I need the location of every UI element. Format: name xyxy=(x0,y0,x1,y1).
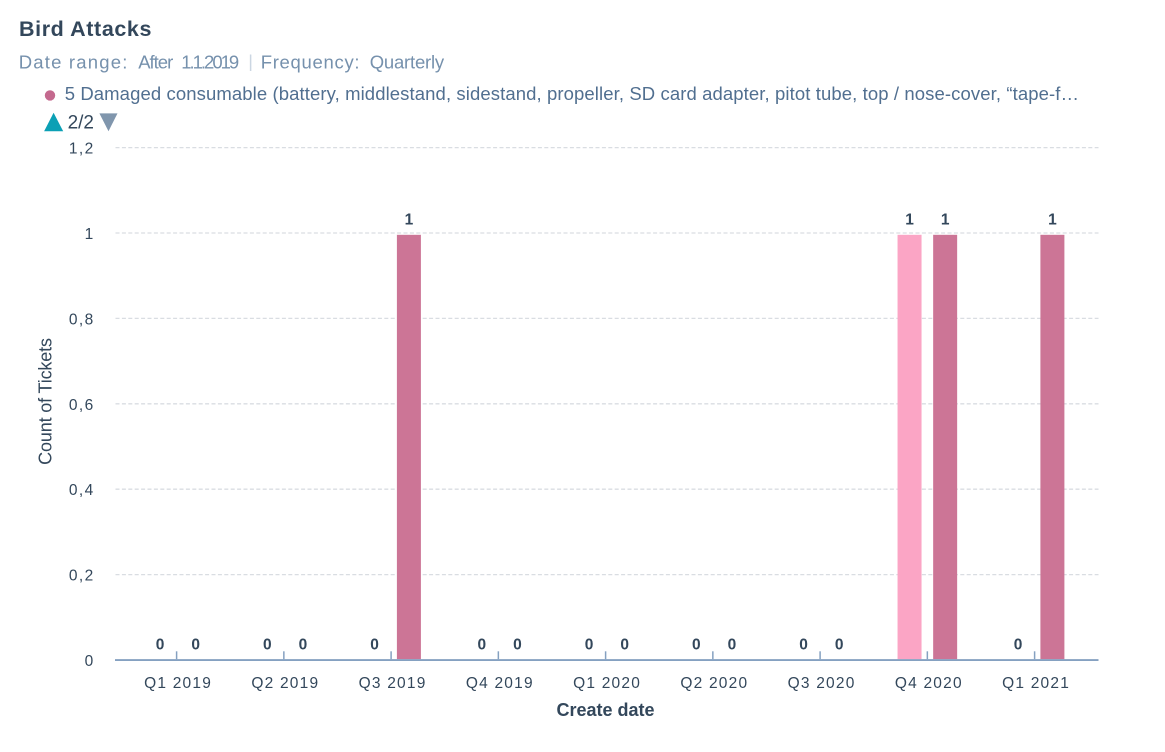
svg-text:0,8: 0,8 xyxy=(69,311,95,328)
svg-text:0,2: 0,2 xyxy=(69,568,95,585)
svg-text:1: 1 xyxy=(405,212,414,229)
svg-text:Date range:: Date range: xyxy=(19,52,129,73)
svg-text:Q1 2019: Q1 2019 xyxy=(144,675,212,692)
svg-text:0: 0 xyxy=(585,637,594,654)
svg-text:0: 0 xyxy=(835,637,844,654)
svg-text:Count of Tickets: Count of Tickets xyxy=(36,338,56,465)
svg-text:0: 0 xyxy=(85,653,95,670)
svg-text:1.1.2019: 1.1.2019 xyxy=(181,52,239,73)
svg-text:Frequency:: Frequency: xyxy=(261,52,361,73)
svg-text:2/2: 2/2 xyxy=(68,113,94,134)
svg-text:1: 1 xyxy=(85,226,95,243)
svg-text:0: 0 xyxy=(370,637,379,654)
svg-text:Q1 2021: Q1 2021 xyxy=(1002,675,1070,692)
svg-text:Q1 2020: Q1 2020 xyxy=(573,675,641,692)
svg-text:0: 0 xyxy=(513,637,522,654)
svg-text:0: 0 xyxy=(799,637,808,654)
svg-text:Q3 2020: Q3 2020 xyxy=(788,675,856,692)
svg-text:1: 1 xyxy=(905,212,914,229)
svg-text:Bird Attacks: Bird Attacks xyxy=(19,17,152,41)
svg-text:After: After xyxy=(138,52,173,73)
svg-text:0: 0 xyxy=(299,637,308,654)
svg-text:0: 0 xyxy=(156,637,165,654)
svg-text:Q3 2019: Q3 2019 xyxy=(359,675,427,692)
svg-text:0,6: 0,6 xyxy=(69,397,95,414)
svg-text:1: 1 xyxy=(1048,212,1057,229)
svg-text:0: 0 xyxy=(620,637,629,654)
svg-text:Q2 2020: Q2 2020 xyxy=(680,675,748,692)
svg-text:Create date: Create date xyxy=(556,700,654,720)
svg-text:0: 0 xyxy=(692,637,701,654)
svg-text:Q2 2019: Q2 2019 xyxy=(251,675,319,692)
svg-text:Q4 2019: Q4 2019 xyxy=(466,675,534,692)
svg-text:0: 0 xyxy=(263,637,272,654)
svg-text:1: 1 xyxy=(941,212,950,229)
svg-text:0: 0 xyxy=(1014,637,1023,654)
svg-text:1,2: 1,2 xyxy=(69,141,95,158)
svg-text:0: 0 xyxy=(191,637,200,654)
svg-text:0,4: 0,4 xyxy=(69,482,95,499)
svg-text:5 Damaged consumable (battery,: 5 Damaged consumable (battery, middlesta… xyxy=(65,83,1079,104)
svg-text:0: 0 xyxy=(728,637,737,654)
svg-text:0: 0 xyxy=(478,637,487,654)
svg-text:Quarterly: Quarterly xyxy=(370,52,445,73)
svg-text:Q4 2020: Q4 2020 xyxy=(895,675,963,692)
